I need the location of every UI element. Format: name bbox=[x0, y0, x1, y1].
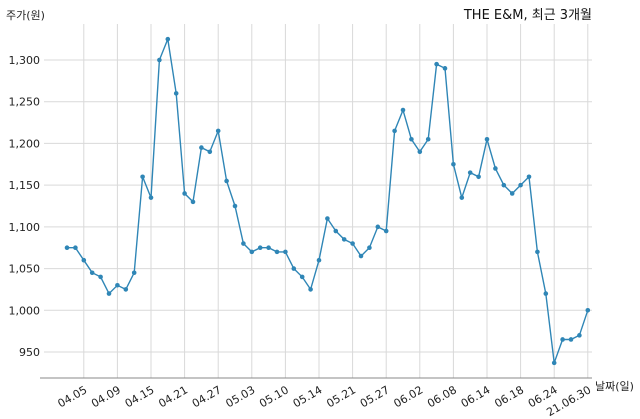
data-point bbox=[98, 274, 103, 280]
x-tick-label: 06.14 bbox=[459, 383, 493, 410]
x-tick-labels: 04.05 04.09 04.15 04.21 04.27 05.03 05.10 05.14… bbox=[56, 383, 594, 419]
y-tick-label: 1,300 bbox=[9, 54, 41, 67]
data-point bbox=[199, 145, 204, 150]
data-point bbox=[249, 249, 255, 255]
x-tick-label: 06.18 bbox=[492, 383, 526, 410]
data-point bbox=[409, 136, 414, 142]
data-point bbox=[299, 274, 305, 280]
data-point bbox=[316, 257, 322, 263]
data-point bbox=[341, 237, 347, 242]
data-point bbox=[81, 257, 87, 263]
data-point bbox=[350, 241, 355, 246]
data-point bbox=[325, 216, 330, 221]
x-tick-label: 04.27 bbox=[190, 383, 224, 410]
data-point bbox=[190, 199, 196, 205]
data-point bbox=[509, 191, 515, 196]
x-tick-label: 04.21 bbox=[156, 383, 190, 410]
data-point bbox=[64, 245, 70, 251]
data-point bbox=[375, 224, 381, 230]
chart-title: THE E&M, 최근 3개월 bbox=[463, 8, 592, 23]
data-point bbox=[257, 245, 263, 251]
data-point bbox=[215, 128, 221, 134]
price-line bbox=[67, 36, 589, 364]
data-point bbox=[577, 333, 582, 338]
data-point bbox=[73, 245, 78, 251]
data-point bbox=[501, 182, 507, 188]
x-tick-label: 05.27 bbox=[358, 383, 392, 410]
data-point bbox=[131, 270, 137, 276]
y-tick-label: 1,200 bbox=[9, 137, 41, 150]
data-point bbox=[333, 228, 339, 234]
data-point bbox=[148, 195, 154, 200]
data-point bbox=[266, 245, 271, 251]
data-point bbox=[493, 166, 498, 171]
data-point bbox=[207, 149, 213, 155]
data-point bbox=[140, 174, 145, 180]
x-axis-label: 날짜(일) bbox=[595, 379, 634, 393]
data-point bbox=[434, 61, 439, 67]
data-point bbox=[417, 149, 423, 155]
data-point bbox=[224, 178, 229, 184]
y-axis-label: 주가(원) bbox=[6, 9, 45, 22]
data-point bbox=[560, 337, 565, 342]
price-series bbox=[64, 36, 591, 366]
x-tick-label: 05.14 bbox=[291, 383, 325, 410]
y-tick-label: 1,000 bbox=[9, 304, 41, 317]
data-point bbox=[308, 287, 313, 292]
data-point bbox=[451, 161, 456, 167]
data-point bbox=[459, 195, 465, 200]
y-tick-labels: 950 1,000 1,050 1,100 1,150 1,200 1,250 1,300 bbox=[9, 54, 41, 359]
data-point bbox=[467, 170, 473, 175]
y-tick-label: 1,150 bbox=[9, 179, 41, 192]
data-point bbox=[400, 107, 406, 113]
data-point bbox=[392, 128, 397, 134]
data-point bbox=[157, 57, 162, 63]
data-point bbox=[283, 249, 288, 255]
y-tick-label: 1,250 bbox=[9, 96, 41, 109]
data-point bbox=[232, 203, 238, 209]
data-point bbox=[526, 174, 532, 180]
x-tick-label: 04.15 bbox=[123, 383, 157, 410]
data-point bbox=[173, 91, 179, 96]
data-point bbox=[518, 182, 523, 188]
data-point bbox=[476, 174, 481, 180]
x-tick-label: 04.05 bbox=[56, 383, 90, 410]
x-tick-label: 05.21 bbox=[324, 383, 358, 410]
y-tick-label: 950 bbox=[19, 346, 40, 359]
data-point bbox=[425, 136, 431, 142]
data-point bbox=[123, 287, 129, 292]
data-point bbox=[442, 66, 448, 71]
grid-lines bbox=[44, 24, 592, 378]
data-point bbox=[291, 266, 297, 271]
data-point bbox=[115, 282, 120, 288]
data-point bbox=[543, 291, 549, 296]
data-point bbox=[89, 270, 95, 276]
data-point bbox=[367, 245, 372, 251]
data-point bbox=[165, 36, 171, 42]
data-point bbox=[484, 136, 490, 142]
data-point bbox=[241, 241, 246, 246]
data-point bbox=[358, 253, 364, 259]
data-point bbox=[535, 249, 540, 255]
y-tick-label: 1,100 bbox=[9, 221, 41, 234]
x-tick-label: 04.09 bbox=[89, 383, 123, 410]
data-point bbox=[383, 228, 389, 234]
x-tick-label: 05.10 bbox=[257, 383, 291, 410]
y-tick-label: 1,050 bbox=[9, 263, 41, 276]
data-point bbox=[106, 291, 112, 296]
data-point bbox=[568, 337, 574, 342]
data-point bbox=[182, 191, 187, 196]
data-point bbox=[585, 307, 591, 313]
data-point bbox=[551, 360, 557, 366]
x-tick-label: 05.03 bbox=[224, 383, 258, 410]
data-point bbox=[274, 249, 280, 255]
x-tick-label: 06.02 bbox=[392, 383, 426, 410]
x-tick-label: 06.08 bbox=[425, 383, 459, 410]
